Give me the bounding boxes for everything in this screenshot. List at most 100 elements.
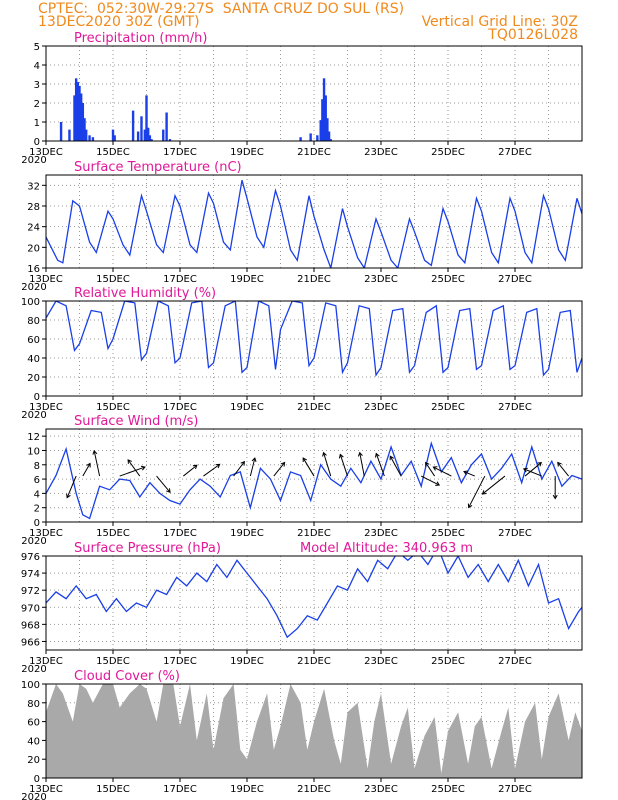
panel-temp: 16 20 24 28 32 13DEC 15DEC 17DEC 19DEC 21DEC 23DEC… (21, 160, 583, 293)
wind-arrowhead (192, 464, 198, 470)
y-tick-label: 4 (34, 489, 40, 500)
y-tick-label: 1 (34, 118, 40, 129)
header-date: 13DEC2020 30Z (GMT) (38, 14, 200, 30)
x-tick-label: 21DEC (297, 274, 331, 285)
precip-bar (59, 122, 63, 141)
x-tick-label: 27DEC (498, 147, 532, 158)
precip-bar (162, 129, 165, 141)
x-tick-label: 19DEC (230, 274, 264, 285)
x-tick-label: 13DEC (29, 656, 63, 667)
panel-title-precip: Precipitation (mm/h) (74, 31, 207, 46)
x-tick-label: 15DEC (96, 402, 130, 413)
precip-bar (68, 129, 71, 141)
x-year-label: 2020 (21, 410, 46, 421)
y-tick-label: 972 (21, 586, 40, 597)
y-tick-label: 0 (34, 137, 40, 148)
wind-vector (82, 463, 91, 477)
panel-rh: 0 20 40 60 80 100 13DEC 15DEC 17DEC 19DEC 21DEC 23D… (21, 286, 583, 421)
series-temp (46, 180, 582, 268)
y-tick-label: 0 (34, 518, 40, 529)
wind-arrowhead (481, 490, 487, 495)
wind-arrowhead (127, 459, 132, 464)
y-tick-label: 60 (27, 335, 40, 346)
series-wind (46, 440, 582, 520)
x-tick-label: 17DEC (163, 274, 197, 285)
wind-arrowhead (251, 457, 257, 463)
wind-arrowhead (389, 455, 395, 461)
x-tick-label: 17DEC (163, 147, 197, 158)
x-tick-label: 17DEC (163, 784, 197, 795)
precip-bar (143, 129, 147, 141)
panel-title-temp: Surface Temperature (nC) (74, 160, 242, 175)
y-tick-label: 20 (27, 755, 40, 766)
panel-cloud: 0 20 40 60 80 100 13DEC 15DEC 17DEC 19DEC 21DEC 23D… (21, 669, 583, 800)
x-tick-label: 17DEC (163, 402, 197, 413)
x-tick-label: 25DEC (431, 784, 465, 795)
wind-arrowhead (92, 449, 98, 455)
x-tick-label: 15DEC (96, 784, 130, 795)
y-tick-label: 60 (27, 718, 40, 729)
wind-vector (93, 450, 101, 477)
precip-bar (329, 139, 332, 141)
x-tick-label: 23DEC (364, 402, 398, 413)
precip-bar (327, 131, 331, 141)
wind-arrowhead (166, 488, 171, 494)
y-tick-label: 968 (21, 620, 40, 631)
wind-vector (183, 464, 198, 477)
x-tick-label: 15DEC (96, 528, 130, 539)
x-tick-label: 21DEC (297, 528, 331, 539)
wind-vector (524, 462, 542, 477)
wind-vector (425, 462, 436, 477)
x-tick-label: 23DEC (364, 784, 398, 795)
x-tick-label: 13DEC (29, 784, 63, 795)
y-tick-label: 80 (27, 316, 40, 327)
panel-title-pressure: Surface Pressure (hPa) (74, 541, 221, 556)
y-tick-label: 80 (27, 699, 40, 710)
x-tick-label: 19DEC (230, 402, 264, 413)
precip-bar (309, 133, 312, 141)
x-tick-label: 27DEC (498, 274, 532, 285)
precip-bar (168, 139, 172, 141)
x-tick-label: 19DEC (230, 528, 264, 539)
y-tick-label: 24 (27, 223, 40, 234)
wind-arrowhead (557, 461, 562, 467)
x-tick-label: 23DEC (364, 656, 398, 667)
panel-precip: 0 1 2 3 4 5 13DEC 15DEC 17DEC 19DEC 21DEC 23DEC 25DE… (21, 31, 583, 166)
precip-bar (74, 78, 78, 141)
y-tick-label: 16 (27, 264, 40, 275)
y-tick-label: 32 (27, 181, 40, 192)
series-cloud (46, 684, 582, 778)
precip-bar (316, 135, 319, 141)
panel-annotation-pressure: Model Altitude: 340.963 m (300, 541, 473, 556)
x-tick-label: 13DEC (29, 402, 63, 413)
precip-bar (319, 120, 322, 141)
wind-line (46, 440, 582, 520)
header-grid-note: Vertical Grid Line: 30Z (421, 14, 578, 30)
wind-arrowhead (537, 461, 542, 467)
y-tick-label: 2 (34, 99, 40, 110)
x-tick-label: 25DEC (431, 147, 465, 158)
header-station: CPTEC: 052:30W-29:27S SANTA CRUZ DO SUL … (38, 1, 405, 17)
series-precip (59, 78, 332, 141)
precip-bar (91, 137, 95, 141)
x-tick-label: 17DEC (163, 528, 197, 539)
precip-bar (85, 129, 88, 141)
series-rh (46, 301, 582, 377)
wind-arrowhead (374, 452, 380, 458)
x-tick-label: 15DEC (96, 147, 130, 158)
precip-bar (299, 137, 302, 141)
y-tick-label: 12 (27, 432, 40, 443)
wind-vector (375, 453, 385, 477)
wind-vector (156, 475, 171, 493)
x-tick-label: 13DEC (29, 528, 63, 539)
wind-vector (468, 475, 486, 508)
x-tick-label: 19DEC (230, 656, 264, 667)
y-tick-label: 100 (21, 680, 40, 691)
precip-bar (131, 110, 135, 141)
precip-bar (113, 135, 116, 141)
x-year-label: 2020 (21, 536, 46, 547)
wind-arrowhead (66, 493, 71, 499)
x-tick-label: 27DEC (498, 528, 532, 539)
x-tick-label: 13DEC (29, 274, 63, 285)
